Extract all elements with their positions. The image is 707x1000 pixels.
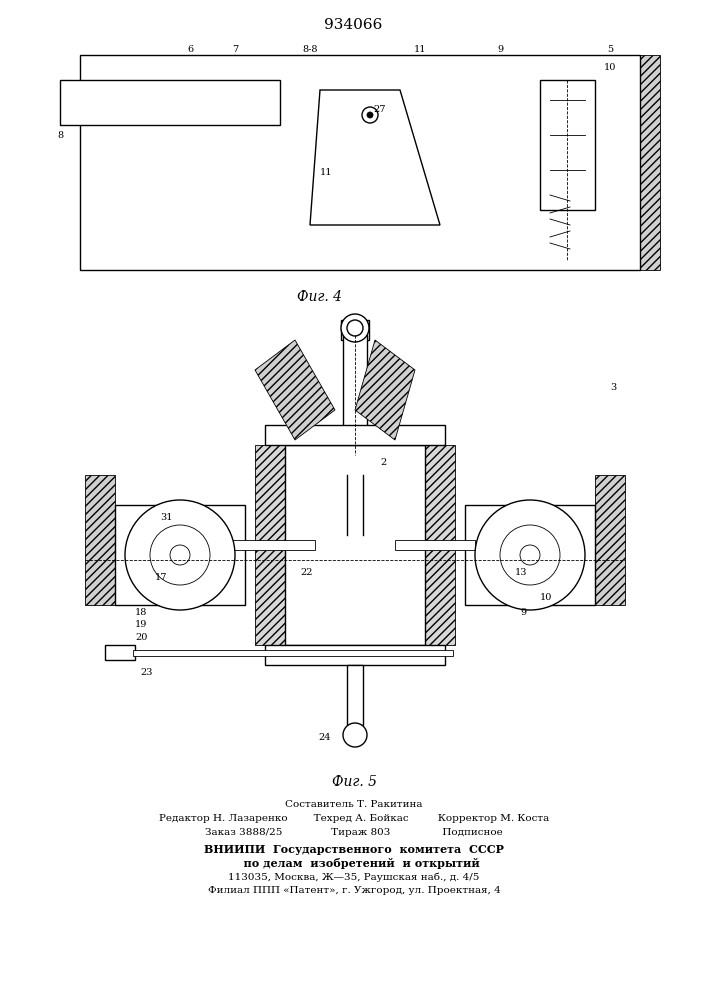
Text: 24: 24 xyxy=(319,733,332,742)
Text: 11: 11 xyxy=(320,168,332,177)
Bar xyxy=(265,425,445,433)
Text: 8: 8 xyxy=(57,130,63,139)
Bar xyxy=(60,80,280,125)
Text: 23: 23 xyxy=(140,668,153,677)
Text: 9: 9 xyxy=(497,45,503,54)
Text: Заказ 3888/25               Тираж 803                Подписное: Заказ 3888/25 Тираж 803 Подписное xyxy=(205,828,503,837)
Text: 113035, Москва, Ж—35, Раушская наб., д. 4/5: 113035, Москва, Ж—35, Раушская наб., д. … xyxy=(228,872,479,882)
Bar xyxy=(425,445,455,645)
Bar xyxy=(115,505,245,523)
Bar xyxy=(465,587,595,605)
Bar xyxy=(115,505,140,605)
Text: 3: 3 xyxy=(610,383,617,392)
Text: 9: 9 xyxy=(520,608,526,617)
Text: 7: 7 xyxy=(232,45,238,54)
Bar xyxy=(120,245,540,270)
Polygon shape xyxy=(355,340,415,440)
Circle shape xyxy=(500,525,560,585)
Text: 31: 31 xyxy=(160,513,173,522)
Bar xyxy=(540,80,595,210)
Bar xyxy=(265,425,445,445)
Circle shape xyxy=(341,314,369,342)
Text: Составитель Т. Ракитина: Составитель Т. Ракитина xyxy=(285,800,423,809)
Text: 17: 17 xyxy=(155,573,168,582)
Text: 11: 11 xyxy=(414,45,426,54)
Bar xyxy=(80,55,640,270)
Text: 6: 6 xyxy=(187,45,193,54)
Bar xyxy=(465,505,595,523)
Circle shape xyxy=(170,545,190,565)
Circle shape xyxy=(347,320,363,336)
Text: ВНИИПИ  Государственного  комитета  СССР: ВНИИПИ Государственного комитета СССР xyxy=(204,844,504,855)
Bar xyxy=(570,505,595,605)
Polygon shape xyxy=(255,340,335,440)
Bar xyxy=(255,445,285,645)
Text: 22: 22 xyxy=(300,568,312,577)
Bar xyxy=(465,505,595,605)
Bar xyxy=(341,320,369,340)
Text: Фиг. 4: Фиг. 4 xyxy=(298,290,342,304)
Text: Фиг. 5: Фиг. 5 xyxy=(332,775,378,789)
Text: 27: 27 xyxy=(374,105,386,114)
Bar xyxy=(285,445,425,645)
Text: 20: 20 xyxy=(135,633,147,642)
Circle shape xyxy=(362,107,378,123)
Bar xyxy=(265,645,445,665)
Bar xyxy=(115,505,245,605)
Circle shape xyxy=(520,545,540,565)
Bar xyxy=(115,587,245,605)
Circle shape xyxy=(150,525,210,585)
Bar xyxy=(105,645,135,660)
Text: 5: 5 xyxy=(607,45,613,54)
Text: по делам  изобретений  и открытий: по делам изобретений и открытий xyxy=(228,858,480,869)
Bar xyxy=(120,55,540,80)
Text: 13: 13 xyxy=(515,568,527,577)
Text: Филиал ППП «Патент», г. Ужгород, ул. Проектная, 4: Филиал ППП «Патент», г. Ужгород, ул. Про… xyxy=(208,886,501,895)
Bar xyxy=(600,55,660,270)
Bar xyxy=(347,665,363,725)
Text: 2: 2 xyxy=(380,458,386,467)
Bar xyxy=(60,80,80,125)
Text: 934066: 934066 xyxy=(324,18,382,32)
Polygon shape xyxy=(310,90,440,225)
Circle shape xyxy=(125,500,235,610)
Text: 8-8: 8-8 xyxy=(303,45,317,54)
Circle shape xyxy=(367,112,373,118)
Bar xyxy=(80,145,120,270)
Bar xyxy=(85,475,115,605)
Text: 10: 10 xyxy=(540,593,552,602)
Text: Редактор Н. Лазаренко        Техред А. Бойкас         Корректор М. Коста: Редактор Н. Лазаренко Техред А. Бойкас К… xyxy=(159,814,549,823)
Text: 19: 19 xyxy=(135,620,147,629)
Circle shape xyxy=(343,723,367,747)
Text: 10: 10 xyxy=(604,62,617,72)
Bar xyxy=(80,55,120,125)
Bar xyxy=(133,650,453,656)
Bar xyxy=(343,335,367,455)
Circle shape xyxy=(475,500,585,610)
Bar xyxy=(595,475,625,605)
Text: 18: 18 xyxy=(135,608,147,617)
Bar xyxy=(395,540,475,550)
Bar xyxy=(215,540,315,550)
